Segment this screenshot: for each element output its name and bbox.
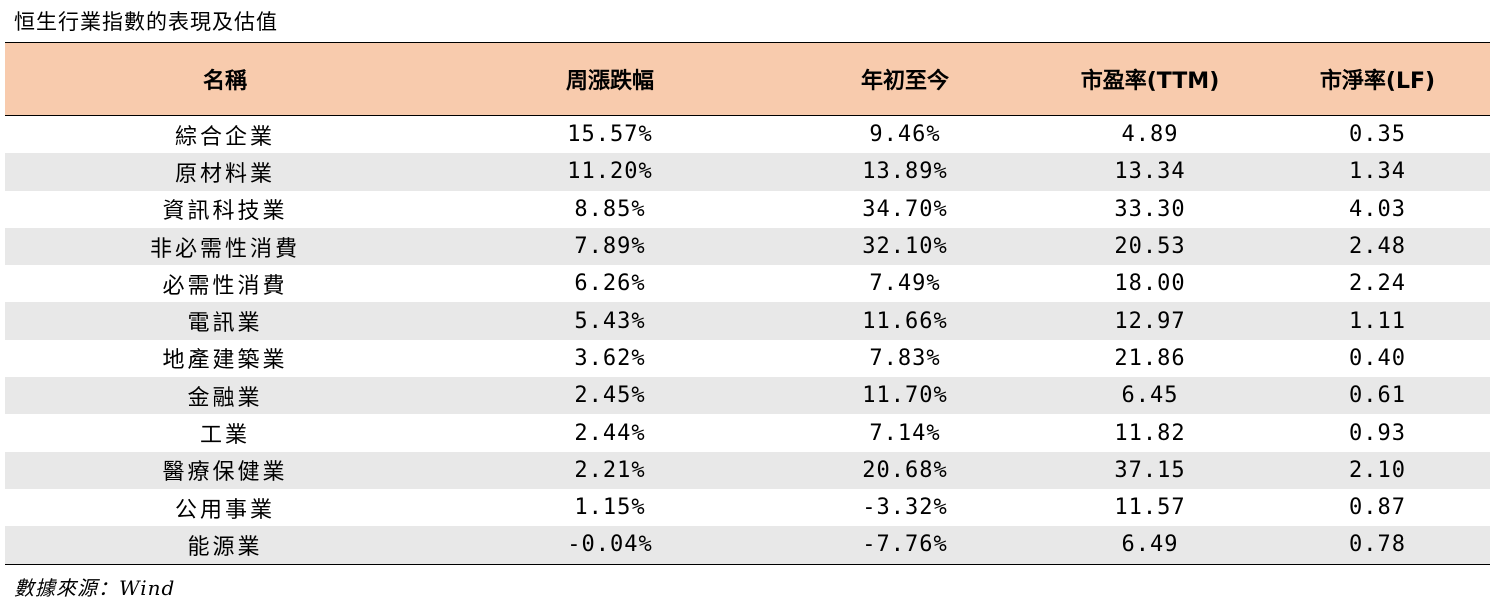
cell-ytd-change: 11.70% (862, 383, 948, 409)
cell-pb-lf: 2.24 (1349, 271, 1406, 297)
table-row: 必需性消費 6.26% 7.49% 18.00 2.24 (5, 265, 1490, 302)
cell-ytd-change: 7.83% (869, 345, 941, 371)
cell-industry-name: 金融業 (187, 385, 263, 411)
cell-weekly-change: 1.15% (574, 495, 646, 521)
header-name: 名稱 (202, 69, 247, 94)
cell-pb-lf: 0.35 (1349, 122, 1406, 148)
table-row: 醫療保健業 2.21% 20.68% 37.15 2.10 (5, 451, 1490, 489)
cell-weekly-change: 3.62% (574, 345, 646, 371)
cell-industry-name: 醫療保健業 (162, 460, 288, 486)
cell-weekly-change: 7.89% (574, 234, 646, 260)
table-row: 電訊業 5.43% 11.66% 12.97 1.11 (5, 302, 1490, 340)
cell-pe-ttm: 4.89 (1121, 122, 1179, 148)
cell-ytd-change: 7.14% (869, 420, 941, 446)
cell-industry-name: 非必需性消費 (149, 236, 300, 262)
header-pe-ttm: 市盈率(TTM) (1080, 69, 1220, 94)
cell-pb-lf: 1.11 (1349, 308, 1406, 334)
cell-pe-ttm: 13.34 (1114, 159, 1186, 185)
source-note: 數據來源：Wind (14, 576, 176, 600)
table-row: 資訊科技業 8.85% 34.70% 33.30 4.03 (5, 191, 1490, 228)
header-ytd: 年初至今 (860, 69, 949, 94)
cell-pb-lf: 2.48 (1349, 234, 1406, 260)
cell-pb-lf: 2.10 (1349, 457, 1406, 483)
cell-pb-lf: 1.34 (1349, 159, 1406, 185)
cell-pe-ttm: 33.30 (1114, 196, 1186, 222)
cell-weekly-change: 6.26% (574, 271, 646, 297)
cell-pe-ttm: 21.86 (1114, 345, 1186, 371)
header-weekly-change: 周漲跌幅 (565, 69, 654, 94)
cell-weekly-change: 2.21% (574, 457, 646, 483)
cell-pe-ttm: 37.15 (1114, 457, 1186, 483)
cell-pe-ttm: 20.53 (1114, 234, 1186, 260)
cell-ytd-change: 9.46% (869, 122, 941, 148)
cell-ytd-change: 13.89% (862, 159, 948, 185)
cell-weekly-change: -0.04% (567, 532, 653, 558)
table-row: 公用事業 1.15% -3.32% 11.57 0.87 (5, 489, 1490, 526)
cell-weekly-change: 15.57% (567, 122, 653, 148)
cell-industry-name: 公用事業 (174, 497, 275, 523)
cell-ytd-change: 34.70% (862, 196, 948, 222)
cell-industry-name: 綜合企業 (174, 124, 275, 150)
table-row: 工業 2.44% 7.14% 11.82 0.93 (5, 414, 1490, 451)
cell-pe-ttm: 6.45 (1121, 383, 1179, 409)
cell-pe-ttm: 11.82 (1114, 420, 1186, 446)
cell-industry-name: 必需性消費 (162, 273, 288, 299)
cell-ytd-change: 7.49% (869, 271, 941, 297)
cell-industry-name: 原材料業 (174, 161, 275, 187)
cell-pb-lf: 0.78 (1349, 532, 1406, 558)
valuation-table: 名稱 周漲跌幅 年初至今 市盈率(TTM) 市淨率(LF) 綜合企業 15.57%… (5, 42, 1490, 565)
cell-pe-ttm: 18.00 (1114, 271, 1186, 297)
table-row: 原材料業 11.20% 13.89% 13.34 1.34 (5, 153, 1490, 191)
cell-ytd-change: 20.68% (862, 457, 948, 483)
cell-pb-lf: 0.40 (1349, 345, 1406, 371)
cell-weekly-change: 11.20% (567, 159, 653, 185)
table-row: 綜合企業 15.57% 9.46% 4.89 0.35 (5, 116, 1490, 153)
table-bottom-rule (5, 563, 1490, 565)
cell-industry-name: 工業 (199, 423, 250, 449)
cell-industry-name: 資訊科技業 (162, 199, 288, 225)
table-row: 能源業 -0.04% -7.76% 6.49 0.78 (5, 526, 1490, 564)
cell-industry-name: 電訊業 (187, 311, 263, 337)
cell-pe-ttm: 12.97 (1114, 308, 1186, 334)
cell-pe-ttm: 11.57 (1114, 495, 1186, 521)
cell-weekly-change: 2.44% (574, 420, 646, 446)
cell-weekly-change: 5.43% (574, 308, 646, 334)
cell-weekly-change: 8.85% (574, 196, 646, 222)
header-pb-lf: 市淨率(LF) (1319, 69, 1436, 94)
cell-ytd-change: 11.66% (862, 308, 948, 334)
table-header: 名稱 周漲跌幅 年初至今 市盈率(TTM) 市淨率(LF) (5, 42, 1490, 116)
cell-pb-lf: 0.61 (1349, 383, 1406, 409)
cell-industry-name: 地產建築業 (162, 348, 288, 374)
table-row: 非必需性消費 7.89% 32.10% 20.53 2.48 (5, 227, 1490, 266)
cell-pb-lf: 0.87 (1349, 495, 1406, 521)
cell-pb-lf: 4.03 (1349, 196, 1406, 222)
table-body: 綜合企業 15.57% 9.46% 4.89 0.35 原材料業 11.20% 13.89% 1… (5, 116, 1490, 564)
table-row: 地產建築業 3.62% 7.83% 21.86 0.40 (5, 340, 1490, 377)
cell-pe-ttm: 6.49 (1121, 532, 1179, 558)
table-row: 金融業 2.45% 11.70% 6.45 0.61 (5, 377, 1490, 415)
cell-ytd-change: -3.32% (862, 495, 948, 521)
cell-industry-name: 能源業 (187, 534, 263, 560)
table-title: 恒生行業指數的表現及估值 (14, 10, 278, 34)
cell-weekly-change: 2.45% (574, 383, 646, 409)
cell-ytd-change: -7.76% (862, 532, 948, 558)
cell-pb-lf: 0.93 (1349, 420, 1406, 446)
cell-ytd-change: 32.10% (862, 234, 948, 260)
